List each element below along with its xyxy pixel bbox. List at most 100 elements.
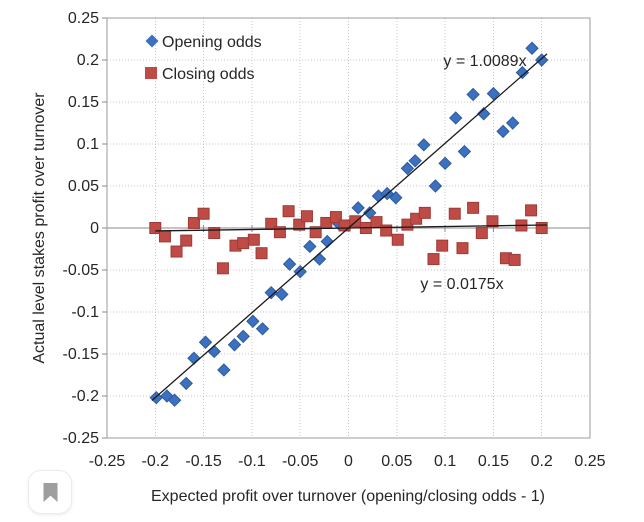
data-point-closing-odds (247, 233, 260, 246)
data-point-opening-odds (217, 363, 231, 377)
axis-tick-labels: -0.25 -0.2 -0.15 -0.1 -0.05 0 0.05 0.1 0.15 0.2 0.… (63, 10, 606, 470)
data-point-closing-odds (255, 247, 268, 260)
y-tick-label: 0.15 (68, 94, 99, 111)
data-point-opening-odds (438, 156, 452, 171)
y-tick-label: -0.15 (63, 346, 100, 363)
data-point-opening-odds (275, 287, 289, 302)
data-point-opening-odds (282, 257, 297, 271)
data-point-opening-odds (449, 111, 463, 125)
data-point-closing-odds (208, 227, 221, 240)
data-point-opening-odds (198, 335, 213, 349)
data-point-closing-odds (508, 253, 521, 266)
data-point-opening-odds (506, 116, 520, 130)
x-tick-label: -0.15 (185, 453, 222, 470)
data-point-closing-odds (391, 233, 404, 246)
data-point-opening-odds (293, 264, 307, 279)
data-point-opening-odds (264, 285, 278, 300)
x-tick-label: 0.15 (478, 453, 509, 470)
y-tick-label: -0.1 (71, 304, 99, 321)
data-point-closing-odds (448, 207, 461, 220)
data-point-closing-odds (293, 218, 306, 231)
legend-marker-closing-odds-icon (145, 67, 157, 79)
data-point-opening-odds (167, 393, 182, 407)
data-point-opening-odds (477, 107, 491, 121)
data-point-closing-odds (467, 201, 480, 214)
data-point-opening-odds (534, 53, 549, 67)
data-point-closing-odds (170, 245, 183, 258)
x-tick-label: 0.25 (574, 453, 605, 470)
data-point-opening-odds (227, 338, 242, 352)
data-point-closing-odds (380, 224, 393, 237)
data-point-closing-odds (282, 205, 295, 218)
trendline (155, 224, 548, 232)
data-point-opening-odds (351, 201, 365, 215)
data-point-opening-odds (303, 239, 317, 254)
legend-label-closing-odds: Closing odds (162, 66, 255, 83)
data-point-closing-odds (427, 253, 440, 266)
y-tick-label: -0.25 (63, 430, 100, 447)
data-point-opening-odds (428, 179, 443, 193)
y-tick-label: -0.05 (63, 262, 100, 279)
data-point-opening-odds (496, 124, 510, 139)
legend: Opening odds Closing odds (145, 34, 262, 83)
x-tick-label: 0.1 (434, 453, 456, 470)
trendline-equation-closing-odds: y = 0.0175x (420, 276, 503, 293)
data-point-closing-odds (486, 215, 499, 228)
data-point-opening-odds (417, 138, 431, 152)
trendlines (151, 53, 548, 401)
data-point-opening-odds (408, 154, 422, 168)
data-point-opening-odds (457, 144, 472, 159)
bookmark-icon (43, 482, 57, 502)
data-point-opening-odds (363, 206, 377, 220)
data-point-closing-odds (158, 230, 171, 243)
data-point-opening-odds (255, 322, 270, 336)
y-tick-label: 0 (90, 220, 99, 237)
series-opening-odds (149, 41, 549, 407)
x-tick-label: 0.05 (381, 453, 412, 470)
data-point-closing-odds (237, 237, 250, 250)
y-tick-label: 0.25 (68, 10, 99, 27)
y-tick-label: 0.1 (77, 136, 99, 153)
data-point-closing-odds (273, 226, 286, 239)
data-point-opening-odds (466, 87, 480, 102)
bookmark-button[interactable] (28, 470, 72, 514)
data-point-closing-odds (216, 262, 229, 275)
data-point-closing-odds (329, 211, 342, 224)
trendline (151, 53, 548, 401)
plot-border (106, 17, 591, 439)
y-tick-label: -0.2 (71, 388, 99, 405)
trendline-equation-opening-odds: y = 1.0089x (443, 53, 526, 70)
data-point-closing-odds (525, 204, 538, 217)
data-point-closing-odds (436, 239, 449, 252)
data-point-closing-odds (149, 222, 162, 234)
data-point-closing-odds (535, 222, 548, 234)
data-point-closing-odds (456, 242, 469, 255)
y-tick-label: 0.05 (68, 178, 99, 195)
data-point-opening-odds (515, 65, 530, 80)
data-point-closing-odds (187, 216, 200, 229)
x-axis-title: Expected profit over turnover (opening/c… (151, 488, 545, 505)
x-tick-label: 0 (344, 453, 353, 470)
data-point-closing-odds (418, 206, 431, 219)
legend-label-opening-odds: Opening odds (162, 34, 262, 51)
x-tick-label: -0.2 (142, 453, 170, 470)
x-tick-label: -0.25 (89, 453, 126, 470)
data-point-opening-odds (246, 314, 260, 328)
data-point-opening-odds (389, 191, 403, 205)
data-point-closing-odds (309, 226, 322, 239)
data-point-closing-odds (338, 219, 351, 232)
x-tick-label: 0.2 (531, 453, 553, 470)
x-tick-label: -0.1 (238, 453, 266, 470)
data-point-opening-odds (236, 329, 250, 344)
data-point-opening-odds (400, 161, 415, 176)
data-point-closing-odds (180, 234, 193, 247)
y-axis-title: Actual level stakes profit over turnover (31, 92, 48, 364)
y-tick-label: 0.2 (77, 52, 99, 69)
data-point-closing-odds (197, 207, 210, 220)
data-point-opening-odds (486, 86, 501, 101)
data-point-opening-odds (179, 376, 193, 391)
legend-marker-opening-odds-icon (145, 34, 159, 48)
x-tick-label: -0.05 (282, 453, 319, 470)
data-point-opening-odds (525, 41, 539, 55)
data-point-closing-odds (475, 227, 488, 240)
